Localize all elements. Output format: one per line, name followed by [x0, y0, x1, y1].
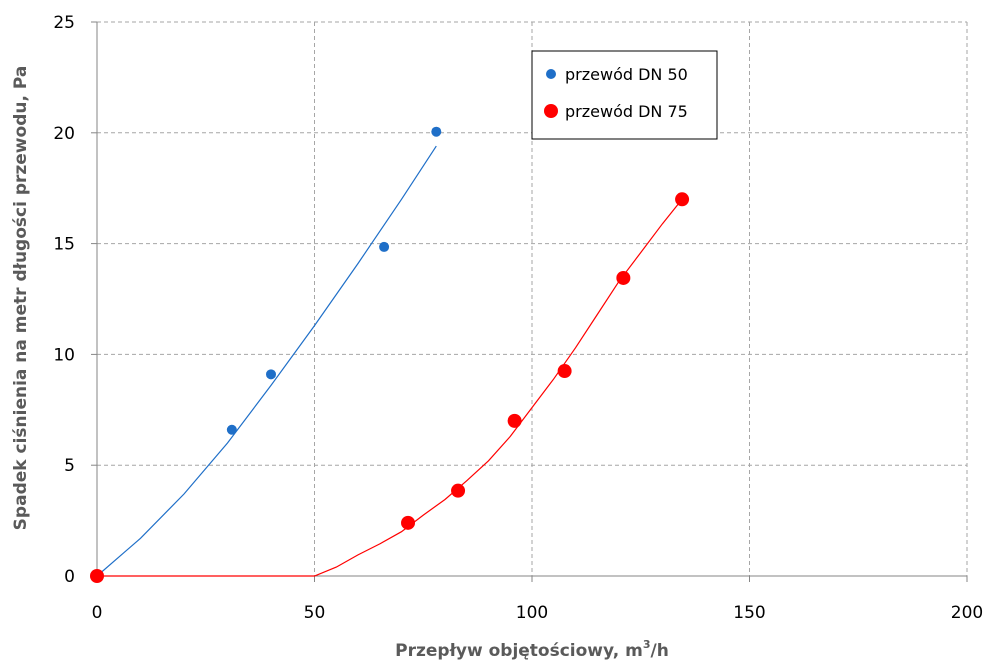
y-tick-label: 15	[53, 235, 75, 255]
x-axis-title: Przepływ objętościowy, m3/h	[395, 638, 669, 660]
data-point-dn50	[226, 424, 237, 435]
y-tick-label: 0	[64, 567, 75, 587]
x-tick-label: 150	[733, 603, 765, 623]
y-tick-label: 5	[64, 456, 75, 476]
x-tick-label: 200	[951, 603, 983, 623]
legend-box	[531, 50, 718, 140]
data-point-dn50	[379, 241, 390, 252]
legend-label-dn50: przewód DN 50	[565, 65, 688, 84]
y-axis-title: Spadek ciśnienia na metr długości przewo…	[11, 66, 31, 531]
y-tick-label: 20	[53, 124, 75, 144]
legend: przewód DN 50 przewód DN 75	[531, 50, 718, 140]
data-point-dn75	[90, 569, 104, 583]
legend-marker-dn50	[546, 69, 556, 79]
data-point-dn50	[431, 126, 442, 137]
x-axis-title-main: Przepływ objętościowy, m	[395, 641, 643, 660]
data-point-dn50	[266, 369, 276, 380]
trendline-dn50	[96, 145, 437, 577]
legend-label-dn75: przewód DN 75	[565, 102, 688, 121]
data-point-dn75	[616, 270, 631, 285]
x-axis-title-tail: /h	[651, 641, 669, 660]
x-tick-label: 50	[304, 603, 326, 623]
y-tick-label: 25	[53, 13, 75, 33]
data-point-dn75	[401, 515, 416, 530]
tick-labels: 0 5 10 15 20 25 0 50 100 150 200	[53, 13, 983, 623]
x-axis-title-sup: 3	[643, 638, 651, 651]
data-points	[90, 126, 690, 583]
data-point-dn75	[557, 364, 572, 379]
data-point-dn75	[451, 483, 466, 498]
data-point-dn75	[507, 413, 522, 428]
y-tick-label: 10	[53, 345, 75, 365]
x-tick-label: 0	[92, 603, 103, 623]
data-point-dn75	[675, 192, 690, 207]
x-tick-label: 100	[516, 603, 548, 623]
legend-marker-dn75	[544, 104, 558, 118]
